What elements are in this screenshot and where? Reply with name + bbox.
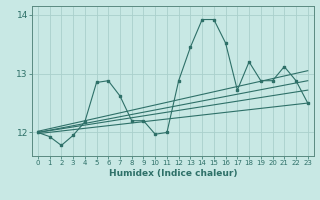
X-axis label: Humidex (Indice chaleur): Humidex (Indice chaleur) [108, 169, 237, 178]
